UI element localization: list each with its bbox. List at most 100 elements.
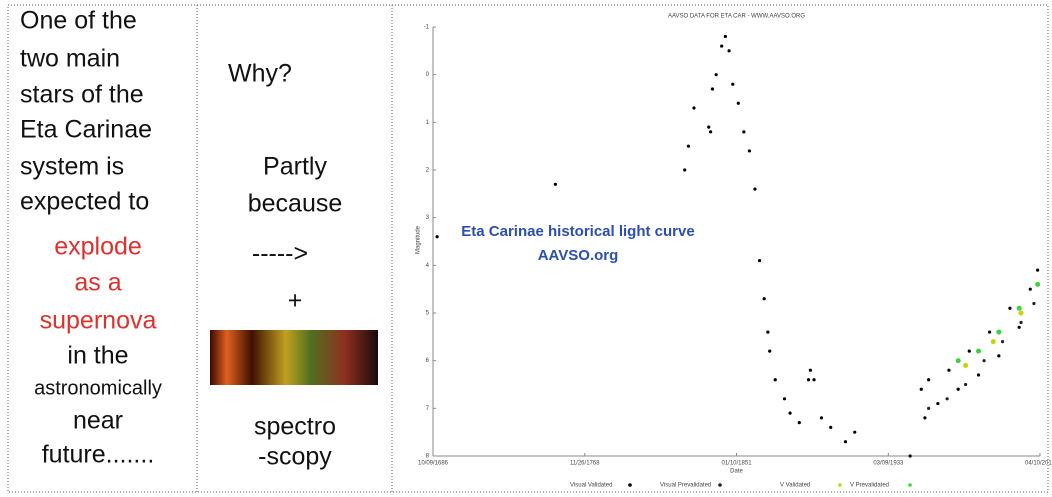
data-point (920, 388, 923, 391)
data-point (809, 369, 812, 372)
annotation: AAVSO.org (538, 247, 619, 264)
data-point (748, 149, 751, 152)
x-tick-label: 11/26/1768 (570, 461, 600, 467)
data-point (964, 383, 967, 386)
chart: AAVSO DATA FOR ETA CAR - WWW.AAVSO.ORG -1… (416, 14, 1052, 489)
annotation: Eta Carinae historical light curve (461, 223, 694, 240)
data-point (927, 407, 930, 410)
data-point (1035, 282, 1040, 287)
data-point (909, 454, 912, 457)
data-point (1029, 288, 1032, 291)
y-tick-label: 0 (426, 72, 430, 78)
legend-swatch (628, 483, 632, 487)
y-tick-label: 5 (426, 311, 430, 317)
data-point (768, 350, 771, 353)
data-point (991, 339, 996, 344)
answer-text: Partly (263, 153, 327, 181)
data-point (1019, 311, 1024, 316)
data-point (957, 388, 960, 391)
question: Why? (228, 60, 292, 88)
body-text: two main (20, 45, 120, 73)
data-point (727, 49, 730, 52)
legend-label: V Validated (780, 483, 810, 489)
data-point (988, 330, 991, 333)
data-point (798, 421, 801, 424)
data-point (996, 330, 1001, 335)
data-point (946, 397, 949, 400)
data-point (1001, 340, 1004, 343)
legend-label: V Prevalidated (850, 483, 889, 489)
data-point (1017, 306, 1022, 311)
data-point (936, 402, 939, 405)
data-point (963, 363, 968, 368)
data-point (997, 354, 1000, 357)
highlight-text: supernova (40, 307, 157, 335)
data-point (1032, 302, 1035, 305)
y-tick-label: 8 (426, 454, 430, 460)
data-point (554, 183, 557, 186)
y-tick-label: 6 (426, 358, 430, 364)
slide: AAVSO DATA FOR ETA CAR - WWW.AAVSO.ORG -1… (0, 0, 1052, 497)
data-point (692, 106, 695, 109)
spectrum-image (210, 330, 378, 385)
x-axis-label: Date (730, 469, 743, 475)
data-point (807, 378, 810, 381)
body-text: expected to (20, 188, 149, 216)
data-point (820, 416, 823, 419)
y-tick-label: 3 (426, 215, 430, 221)
plus-text: + (288, 287, 303, 315)
data-point (709, 130, 712, 133)
legend-swatch (718, 483, 722, 487)
data-point (711, 87, 714, 90)
data-point (788, 412, 791, 415)
legend-swatch (908, 483, 912, 487)
body-text: in the (67, 342, 128, 370)
body-text: near (73, 407, 123, 435)
arrow-text: -----> (252, 240, 308, 268)
data-point (753, 187, 756, 190)
data-point (737, 102, 740, 105)
data-point (956, 358, 961, 363)
data-point (436, 235, 439, 238)
body-text: astronomically (34, 377, 162, 399)
y-axis-label: Magnitude (416, 225, 422, 254)
legend-label: Visual Prevalidated (660, 483, 711, 489)
data-point (982, 359, 985, 362)
body-text: stars of the (20, 81, 144, 109)
data-point (853, 431, 856, 434)
data-point (927, 378, 930, 381)
x-tick-label: 03/09/1933 (873, 461, 904, 467)
body-text: One of the (20, 7, 137, 35)
body-text: system is (20, 153, 124, 181)
y-tick-label: -1 (424, 25, 430, 31)
data-point (707, 126, 710, 129)
data-point (731, 83, 734, 86)
data-point (1036, 269, 1039, 272)
data-point (687, 145, 690, 148)
data-point (774, 378, 777, 381)
method-text: spectro (254, 413, 336, 441)
answer-text: because (248, 190, 343, 218)
data-point (968, 350, 971, 353)
data-point (724, 35, 727, 38)
data-point (683, 168, 686, 171)
data-point (766, 330, 769, 333)
highlight-text: explode (54, 233, 142, 261)
chart-title: AAVSO DATA FOR ETA CAR - WWW.AAVSO.ORG (668, 14, 805, 20)
highlight-text: as a (74, 269, 121, 297)
y-tick-label: 2 (426, 168, 430, 174)
data-point (1018, 326, 1021, 329)
legend-label: Visual Validated (570, 483, 612, 489)
data-point (977, 373, 980, 376)
data-point (758, 259, 761, 262)
data-point (1008, 307, 1011, 310)
data-point (947, 369, 950, 372)
data-point (844, 440, 847, 443)
legend-swatch (838, 483, 842, 487)
x-tick-label: 01/10/1851 (722, 461, 753, 467)
data-point (783, 397, 786, 400)
table-border (8, 5, 1048, 492)
x-tick-label: 04/10/2015 (1025, 461, 1052, 467)
data-point (715, 73, 718, 76)
y-tick-label: 4 (426, 263, 430, 269)
